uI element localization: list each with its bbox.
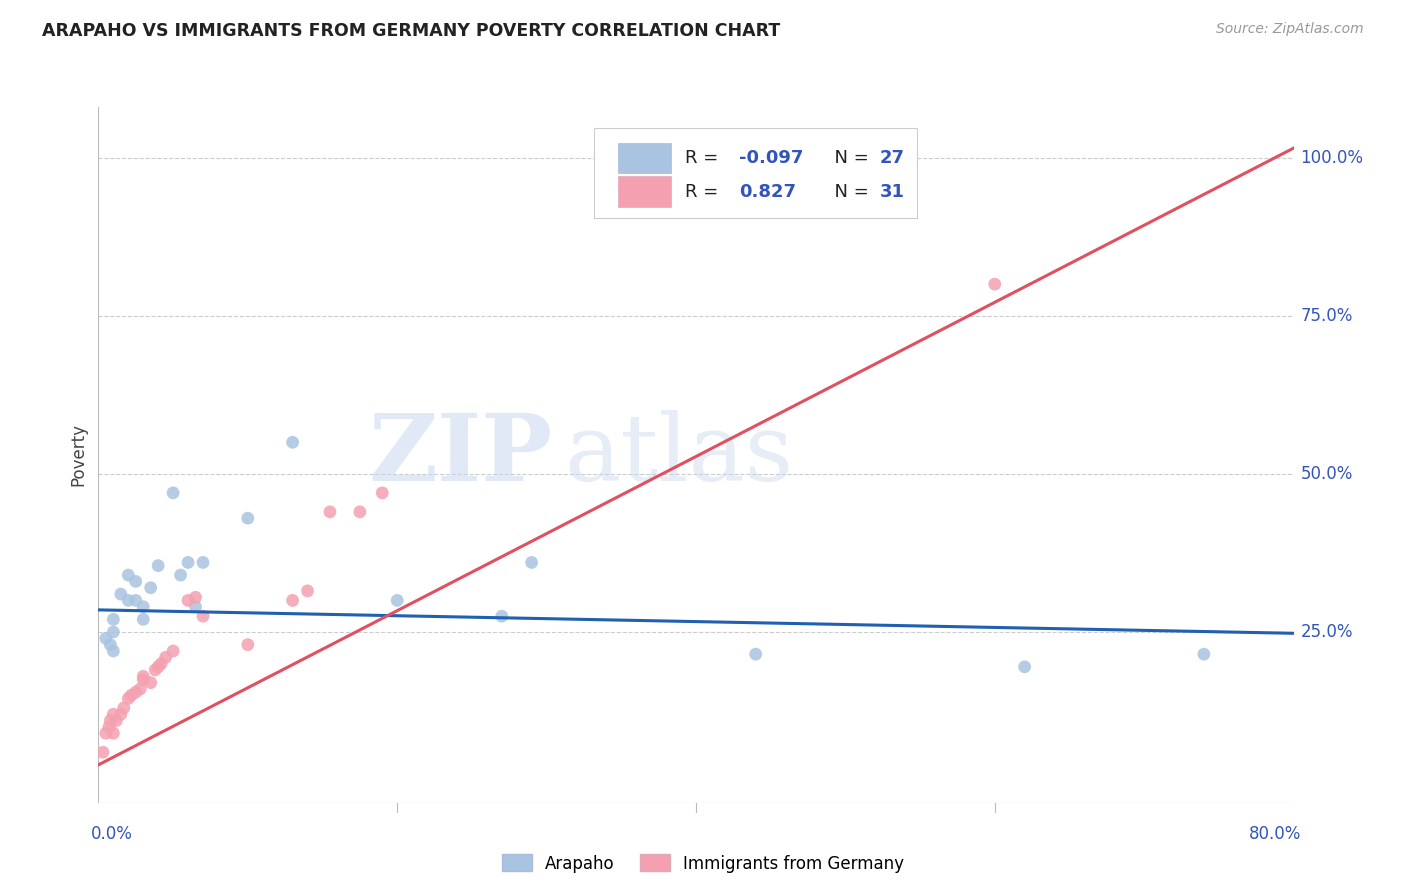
Point [132, 669, 155, 683]
Point [191, 609, 214, 624]
Text: R =: R = [685, 149, 724, 167]
FancyBboxPatch shape [619, 177, 671, 207]
Text: 100.0%: 100.0% [1301, 149, 1364, 167]
Text: atlas: atlas [565, 410, 794, 500]
Point [98, 714, 122, 728]
Point [105, 714, 128, 728]
Point [103, 726, 125, 740]
Point [117, 568, 139, 582]
Point [120, 688, 142, 702]
Point [129, 681, 152, 696]
Point [319, 505, 342, 519]
Text: R =: R = [685, 183, 724, 201]
Point [103, 625, 125, 640]
Point [162, 486, 184, 500]
Point [125, 593, 148, 607]
Point [94, 726, 117, 740]
Point [281, 593, 304, 607]
Point [150, 657, 173, 671]
Point [110, 707, 132, 722]
Text: 75.0%: 75.0% [1301, 307, 1353, 325]
Point [1014, 660, 1036, 674]
Point [148, 660, 170, 674]
Point [125, 685, 148, 699]
Point [91, 745, 114, 759]
Point [184, 599, 207, 614]
Point [297, 583, 319, 598]
Point [236, 511, 259, 525]
Point [162, 644, 184, 658]
Point [236, 638, 259, 652]
Point [139, 675, 162, 690]
Text: 25.0%: 25.0% [1301, 623, 1353, 641]
FancyBboxPatch shape [595, 128, 917, 219]
Point [169, 568, 191, 582]
Point [103, 612, 125, 626]
FancyBboxPatch shape [619, 143, 671, 173]
Point [349, 505, 371, 519]
Point [184, 591, 207, 605]
Point [132, 599, 155, 614]
Text: -0.097: -0.097 [740, 149, 803, 167]
Point [177, 556, 200, 570]
Text: 31: 31 [880, 183, 905, 201]
Text: Source: ZipAtlas.com: Source: ZipAtlas.com [1216, 22, 1364, 37]
Point [491, 609, 513, 624]
Point [983, 277, 1005, 292]
Point [103, 707, 125, 722]
Point [371, 486, 394, 500]
Text: N =: N = [823, 149, 875, 167]
Point [520, 556, 543, 570]
Text: N =: N = [823, 183, 875, 201]
Text: 0.827: 0.827 [740, 183, 796, 201]
Point [94, 632, 117, 646]
Point [148, 558, 170, 573]
Text: ZIP: ZIP [368, 410, 553, 500]
Point [98, 638, 122, 652]
Legend: Arapaho, Immigrants from Germany: Arapaho, Immigrants from Germany [495, 847, 911, 880]
Point [385, 593, 409, 607]
Point [132, 612, 155, 626]
Point [177, 593, 200, 607]
Point [191, 556, 214, 570]
Point [281, 435, 304, 450]
Point [117, 691, 139, 706]
Point [143, 663, 166, 677]
Text: 0.0%: 0.0% [91, 825, 132, 843]
Point [745, 647, 768, 661]
Point [125, 574, 148, 589]
Point [103, 644, 125, 658]
Point [132, 673, 155, 687]
Point [1192, 647, 1215, 661]
Point [139, 581, 162, 595]
Point [112, 701, 135, 715]
Point [97, 720, 120, 734]
Point [110, 587, 132, 601]
Text: 80.0%: 80.0% [1249, 825, 1301, 843]
Point [155, 650, 177, 665]
Text: 50.0%: 50.0% [1301, 465, 1353, 483]
Y-axis label: Poverty: Poverty [69, 424, 87, 486]
Point [117, 593, 139, 607]
Text: ARAPAHO VS IMMIGRANTS FROM GERMANY POVERTY CORRELATION CHART: ARAPAHO VS IMMIGRANTS FROM GERMANY POVER… [42, 22, 780, 40]
Text: 27: 27 [880, 149, 905, 167]
